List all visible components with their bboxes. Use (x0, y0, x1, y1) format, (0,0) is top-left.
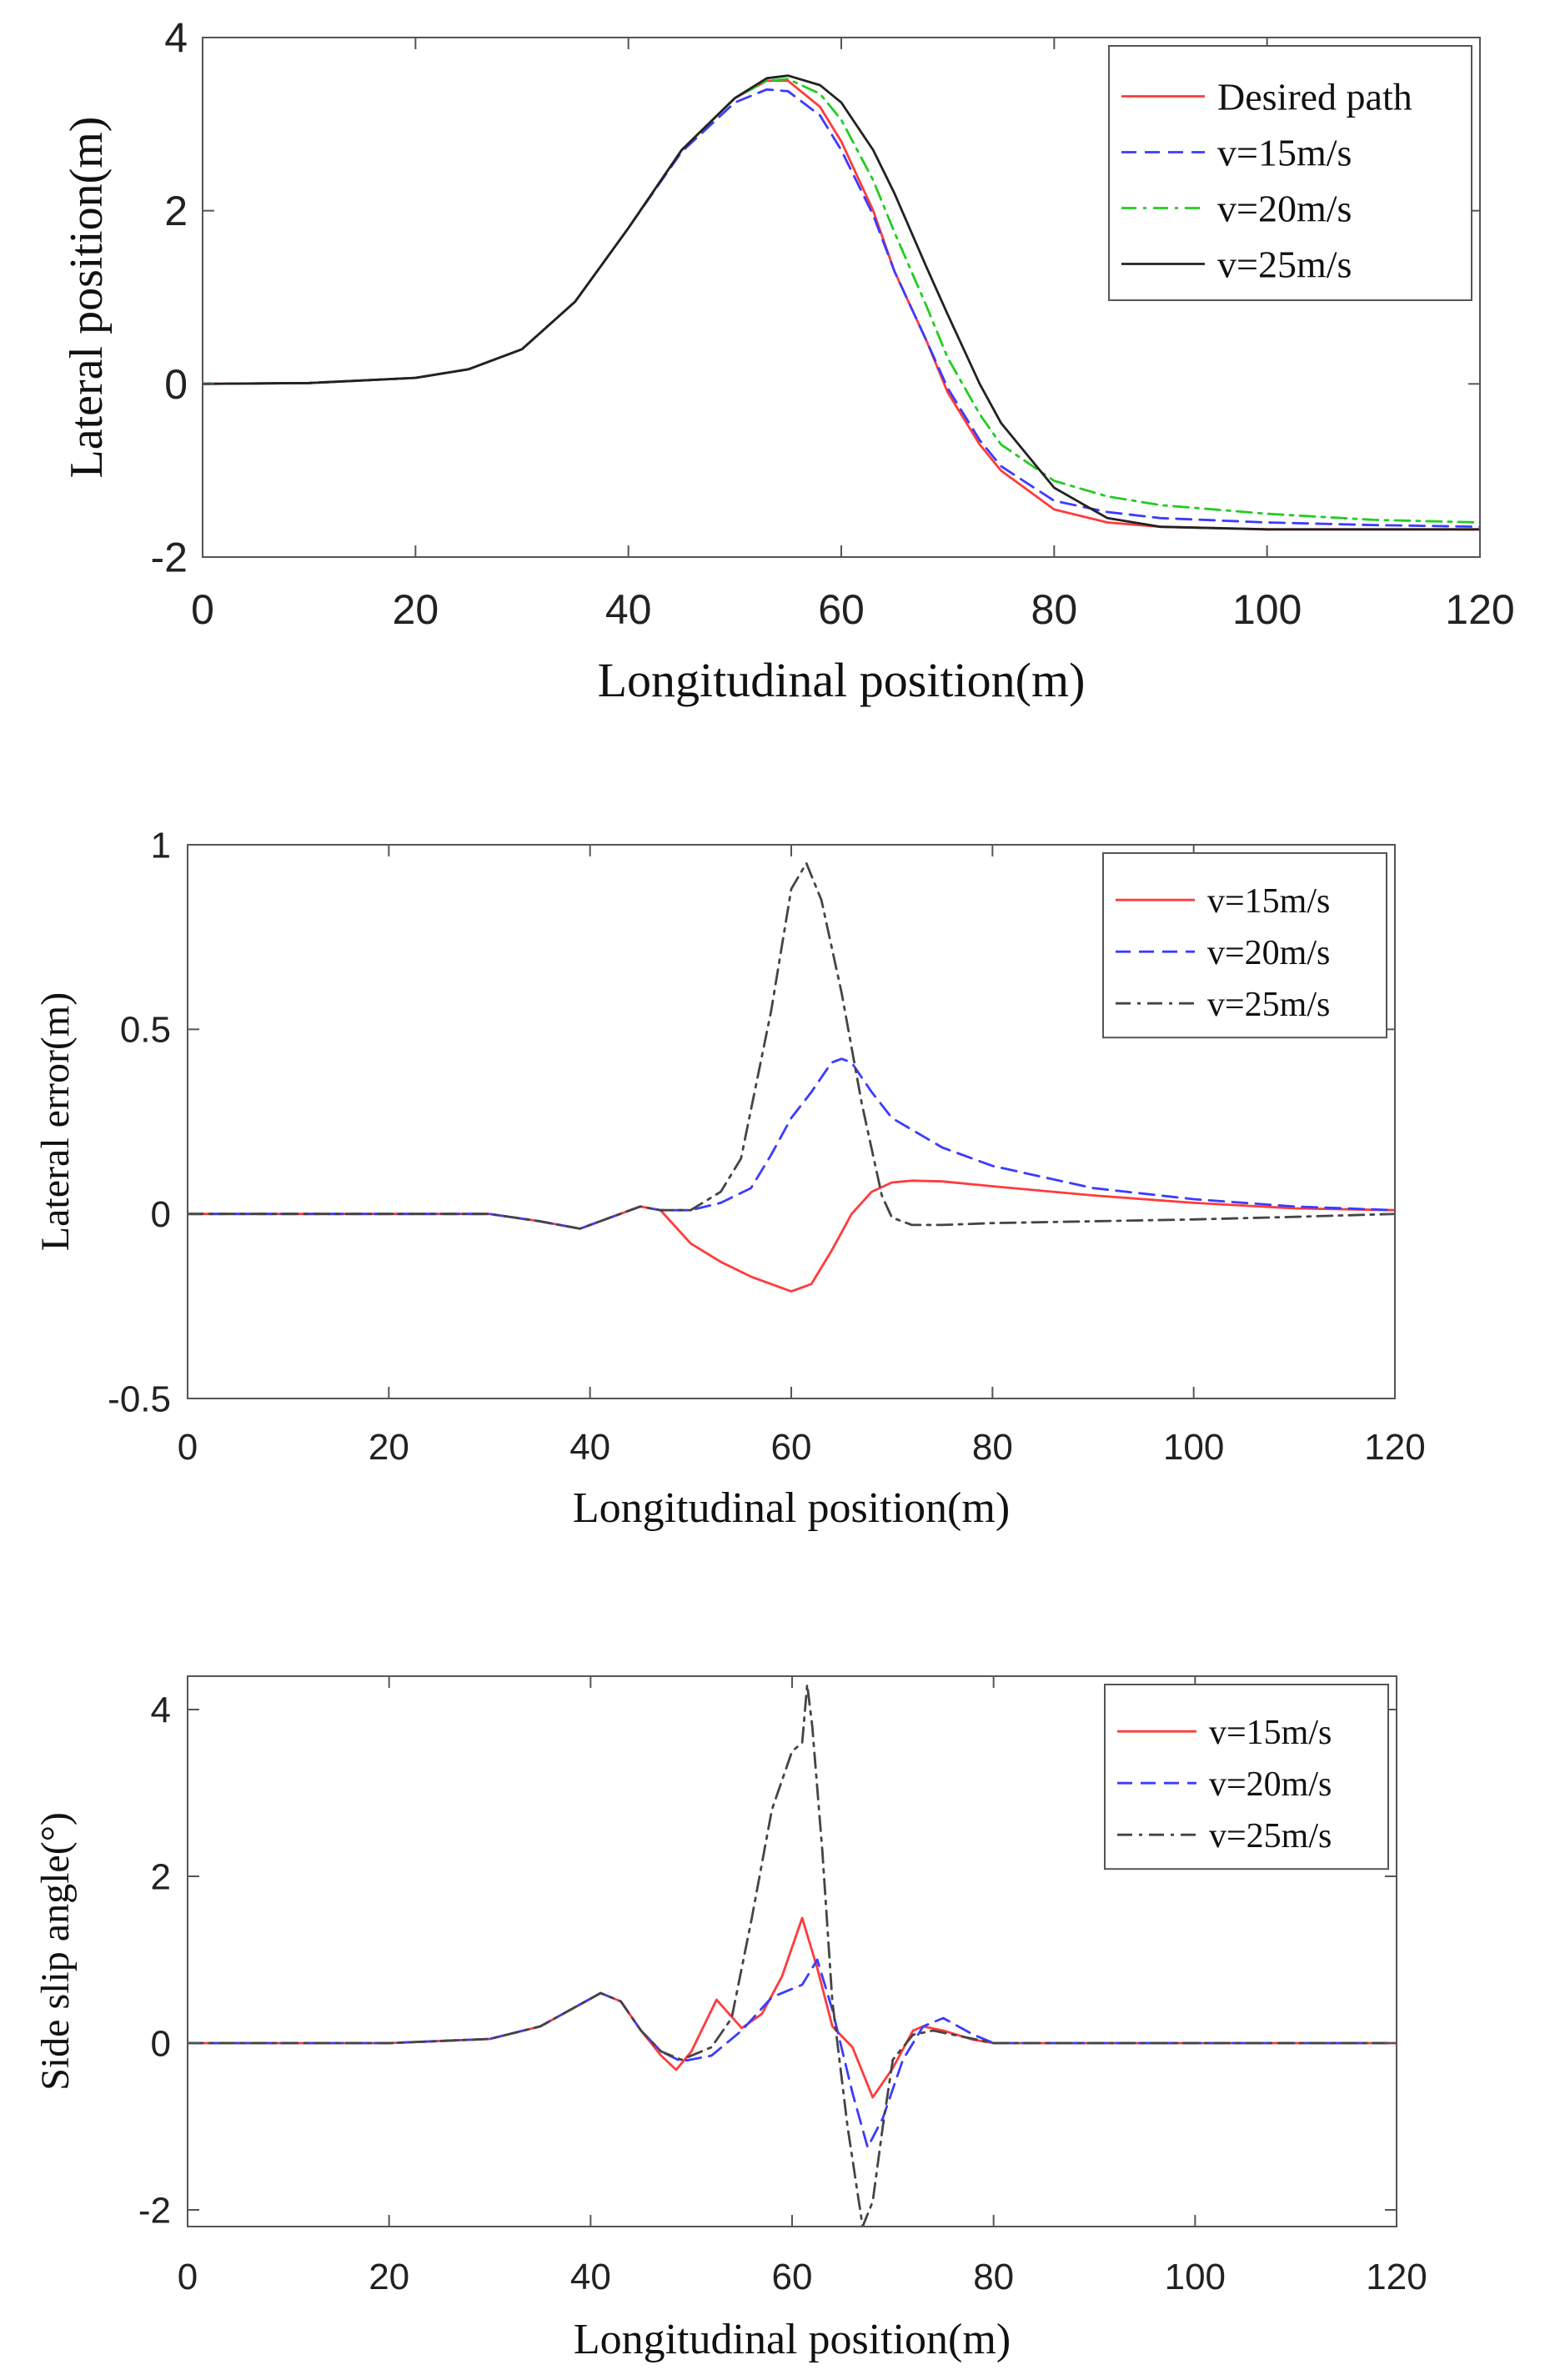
legend-box (1104, 1684, 1389, 1870)
x-tick-label: 120 (1445, 586, 1514, 633)
x-tick-label: 20 (393, 586, 439, 633)
x-tick-label: 60 (818, 586, 865, 633)
x-tick-label: 20 (369, 2257, 409, 2297)
x-tick-label: 60 (771, 1427, 812, 1468)
x-tick-label: 80 (1031, 586, 1078, 633)
legend: v=15m/s v=20m/s v=25m/s (1102, 852, 1387, 1039)
x-tick-label: 100 (1163, 1427, 1224, 1468)
series-line-2 (203, 88, 1480, 529)
legend-label-4: v=25m/s (1217, 244, 1352, 286)
legend-label-2: v=15m/s (1217, 132, 1352, 174)
legend-label-1: Desired path (1217, 76, 1412, 118)
x-tick-label: 120 (1366, 2257, 1427, 2297)
y-tick-label: -0.5 (108, 1378, 171, 1419)
x-tick-label: 120 (1364, 1427, 1425, 1468)
x-tick-label: 40 (570, 2257, 611, 2297)
legend: v=15m/s v=20m/s v=25m/s (1104, 1684, 1389, 1870)
x-tick-label: 0 (178, 1427, 198, 1468)
y-tick-label: -2 (151, 535, 188, 581)
y-tick-label: 4 (151, 1690, 171, 1730)
legend-label-2: v=20m/s (1207, 934, 1330, 972)
x-tick-label: 100 (1232, 586, 1302, 633)
y-tick-label: 0.5 (120, 1010, 171, 1051)
y-tick-label: -2 (138, 2190, 171, 2231)
y-tick-label: 2 (164, 188, 188, 234)
x-tick-label: 40 (605, 586, 652, 633)
series-group (188, 861, 1395, 1293)
y-axis-title: Lateral position(m) (61, 117, 113, 479)
series-line-3 (188, 1683, 1397, 2227)
x-tick-label: 80 (973, 2257, 1014, 2297)
y-axis-title: Lateral error(m) (33, 992, 78, 1251)
series-line-2 (188, 1958, 1397, 2149)
legend-box (1102, 852, 1387, 1039)
x-tick-label: 20 (369, 1427, 409, 1468)
legend-label-2: v=20m/s (1209, 1765, 1332, 1804)
y-tick-label: 1 (151, 825, 171, 866)
x-tick-label: 0 (178, 2257, 198, 2297)
y-tick-label: 4 (164, 15, 188, 62)
legend-label-3: v=20m/s (1217, 188, 1352, 230)
legend-label-1: v=15m/s (1207, 882, 1330, 921)
series-line-4 (203, 74, 1480, 531)
x-axis-title: Longitudinal position(m) (574, 2316, 1011, 2363)
y-tick-label: 0 (164, 361, 188, 408)
y-tick-label: 2 (151, 1856, 171, 1897)
x-tick-label: 40 (569, 1427, 610, 1468)
y-axis-title: Side slip angle(°) (33, 1812, 78, 2091)
legend: Desired path v=15m/s v=20m/s v=25m/s (1108, 45, 1472, 301)
series-group (203, 74, 1480, 531)
x-tick-label: 100 (1165, 2257, 1226, 2297)
series-line-3 (188, 861, 1395, 1230)
series-group (188, 1683, 1397, 2227)
x-tick-label: 60 (772, 2257, 813, 2297)
legend-label-3: v=25m/s (1207, 986, 1330, 1024)
legend-label-1: v=15m/s (1209, 1714, 1332, 1752)
y-tick-label: 0 (151, 2023, 171, 2064)
x-axis-title: Longitudinal position(m) (573, 1484, 1010, 1532)
y-tick-label: 0 (151, 1194, 171, 1235)
x-axis-title: Longitudinal position(m) (598, 653, 1086, 707)
x-tick-label: 0 (191, 586, 214, 633)
x-tick-label: 80 (972, 1427, 1013, 1468)
legend-box (1108, 45, 1472, 301)
legend-label-3: v=25m/s (1209, 1817, 1332, 1855)
